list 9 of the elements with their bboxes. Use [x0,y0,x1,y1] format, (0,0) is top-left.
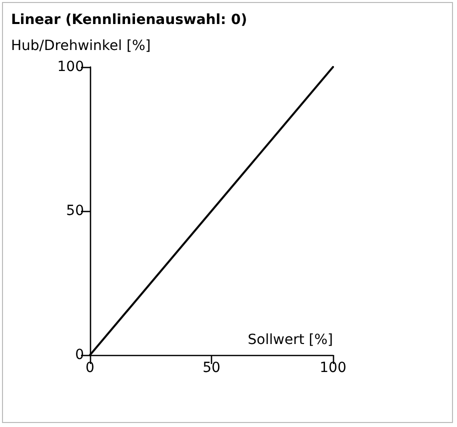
y-tick-label: 0 [75,347,84,363]
y-axis-title: Hub/Drehwinkel [%] [11,38,151,54]
x-tick-label: 50 [202,360,220,376]
chart-title: Linear (Kennlinienauswahl: 0) [11,12,248,28]
x-axis-title: Sollwert [%] [248,332,333,348]
x-tick-label: 0 [86,360,94,376]
y-tick-label: 50 [66,203,84,219]
x-tick-label: 100 [320,360,346,376]
y-tick-label: 100 [57,59,84,75]
